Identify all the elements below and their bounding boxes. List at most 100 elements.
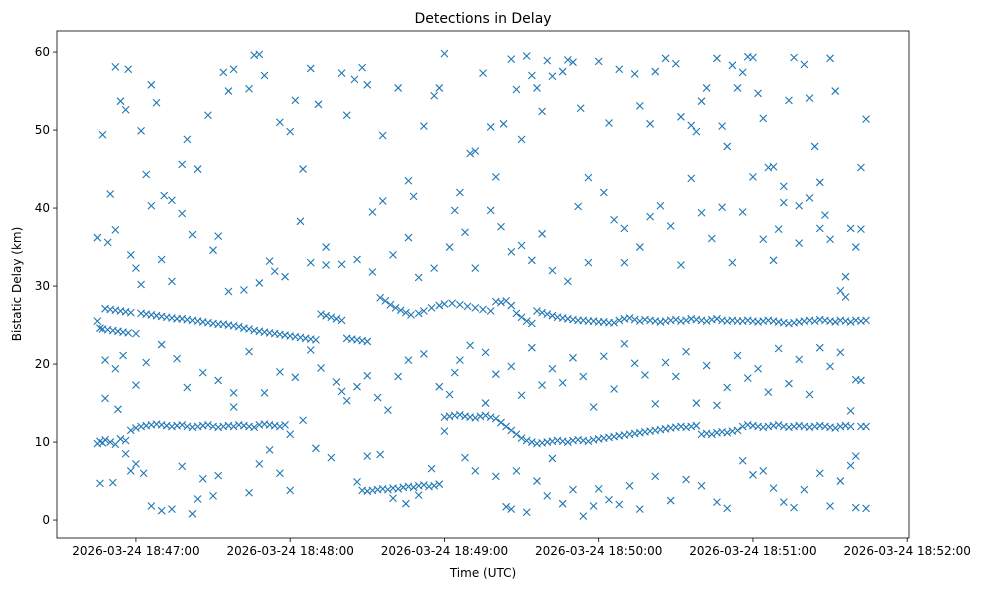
data-point (836, 286, 845, 295)
data-point (764, 388, 773, 397)
data-point (391, 304, 400, 312)
data-point (815, 343, 824, 352)
data-point (312, 444, 320, 453)
data-point (435, 84, 444, 92)
data-point (677, 112, 685, 121)
data-point (857, 376, 865, 385)
data-point (414, 309, 423, 318)
x-tick-label: 2026-03-24 18:52:00 (843, 544, 970, 558)
data-point (574, 202, 583, 211)
data-point (800, 60, 809, 69)
data-point (101, 435, 109, 444)
data-point (749, 53, 757, 62)
data-point (615, 65, 624, 74)
data-point (317, 310, 325, 319)
data-point (427, 464, 436, 473)
data-point (255, 50, 264, 59)
data-point (610, 385, 619, 393)
data-point (682, 316, 690, 325)
data-point (430, 264, 439, 273)
data-point (219, 68, 228, 77)
data-point (188, 509, 197, 518)
data-point (312, 335, 320, 344)
data-point (245, 347, 253, 356)
data-point (119, 351, 127, 360)
data-point (286, 430, 295, 439)
data-point (646, 119, 654, 128)
data-point (389, 494, 397, 503)
data-point (314, 100, 323, 109)
y-tick-label: 30 (35, 279, 50, 293)
data-point (857, 163, 865, 172)
data-point (826, 502, 834, 510)
data-point (124, 65, 133, 74)
data-point (322, 243, 331, 251)
data-point (353, 382, 361, 391)
data-point (147, 80, 156, 89)
data-point (440, 427, 449, 436)
data-point (419, 481, 428, 489)
data-point (173, 354, 181, 363)
data-point (733, 426, 742, 435)
data-point (265, 257, 274, 265)
data-point (383, 485, 392, 494)
data-point (245, 325, 253, 333)
data-point (625, 314, 634, 322)
data-point (594, 57, 603, 66)
data-point (448, 299, 457, 308)
data-point (386, 300, 395, 309)
data-point (533, 477, 541, 485)
data-point (692, 399, 701, 407)
data-point (497, 418, 505, 427)
data-point (630, 359, 639, 368)
data-point (702, 317, 711, 326)
data-point (728, 61, 737, 70)
data-point (404, 176, 413, 185)
data-point (569, 353, 577, 362)
data-point (183, 135, 192, 144)
data-point (286, 127, 295, 136)
data-point (754, 364, 762, 373)
data-point (584, 258, 593, 267)
data-point (440, 300, 449, 308)
data-point (276, 118, 284, 127)
data-point (137, 126, 145, 135)
data-point (666, 496, 675, 505)
data-point (142, 358, 151, 367)
data-point (435, 480, 444, 489)
data-point (481, 399, 490, 407)
data-point (517, 313, 526, 322)
data-point (563, 438, 572, 446)
data-point (404, 356, 413, 365)
data-point (296, 217, 305, 226)
data-point (111, 62, 120, 71)
data-point (168, 196, 176, 205)
data-point (502, 502, 511, 511)
data-point (718, 122, 726, 131)
data-point (635, 505, 644, 514)
x-tick-label: 2026-03-24 18:49:00 (381, 544, 508, 558)
data-point (826, 362, 834, 371)
data-point (108, 478, 117, 487)
data-point (846, 406, 855, 415)
y-tick-label: 20 (35, 357, 50, 371)
data-point (353, 255, 361, 264)
y-tick-label: 50 (35, 123, 50, 137)
data-point (126, 308, 135, 317)
data-point (507, 426, 516, 435)
data-point (635, 243, 644, 251)
data-point (507, 362, 516, 371)
data-point (209, 246, 217, 255)
data-point (671, 372, 680, 381)
data-point (414, 273, 423, 282)
data-point (327, 313, 336, 322)
data-point (749, 172, 757, 181)
data-point (116, 97, 125, 106)
data-point (743, 374, 752, 382)
data-point (538, 229, 547, 238)
data-point (401, 499, 410, 508)
data-point (445, 390, 454, 399)
data-point (723, 504, 732, 513)
data-point (378, 131, 387, 140)
y-tick-label: 60 (35, 45, 50, 59)
